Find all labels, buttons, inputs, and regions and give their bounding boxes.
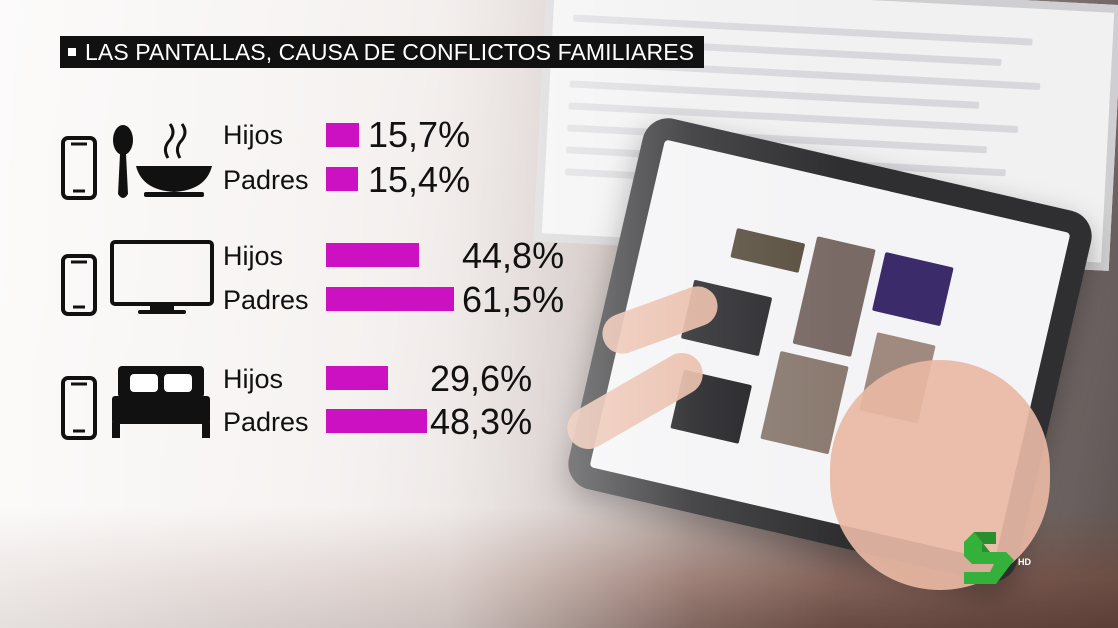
hd-badge: HD — [1018, 557, 1031, 567]
group2-padres-label: Padres — [223, 285, 309, 315]
smartphone-tv-icon — [61, 240, 214, 316]
value-group2-padres: 61,5% — [462, 279, 565, 320]
group3-padres-label: Padres — [223, 407, 309, 437]
bar-group3-hijos — [326, 366, 388, 390]
channel-logo-icon — [964, 532, 1014, 584]
value-group2-hijos: 44,8% — [462, 235, 565, 276]
bar-group2-padres — [326, 287, 454, 311]
title-banner: LAS PANTALLAS, CAUSA DE CONFLICTOS FAMIL… — [60, 36, 705, 68]
bar-group2-hijos — [326, 243, 420, 267]
group1-hijos-label: Hijos — [223, 120, 284, 150]
value-group3-padres: 48,3% — [430, 401, 533, 442]
bar-group1-padres — [326, 167, 358, 191]
bar-group1-hijos — [326, 123, 359, 147]
value-group1-hijos: 15,7% — [368, 114, 471, 155]
smartphone-meal-icon — [61, 123, 212, 200]
group1-padres-label: Padres — [223, 165, 309, 195]
value-group3-hijos: 29,6% — [430, 358, 533, 399]
value-group1-padres: 15,4% — [368, 159, 471, 200]
smartphone-bed-icon — [61, 366, 210, 440]
bullet-square-icon — [68, 48, 76, 56]
group2-hijos-label: Hijos — [223, 241, 284, 271]
chart-title: LAS PANTALLAS, CAUSA DE CONFLICTOS FAMIL… — [85, 38, 695, 65]
bar-group3-padres — [326, 409, 427, 433]
group3-hijos-label: Hijos — [223, 364, 284, 394]
